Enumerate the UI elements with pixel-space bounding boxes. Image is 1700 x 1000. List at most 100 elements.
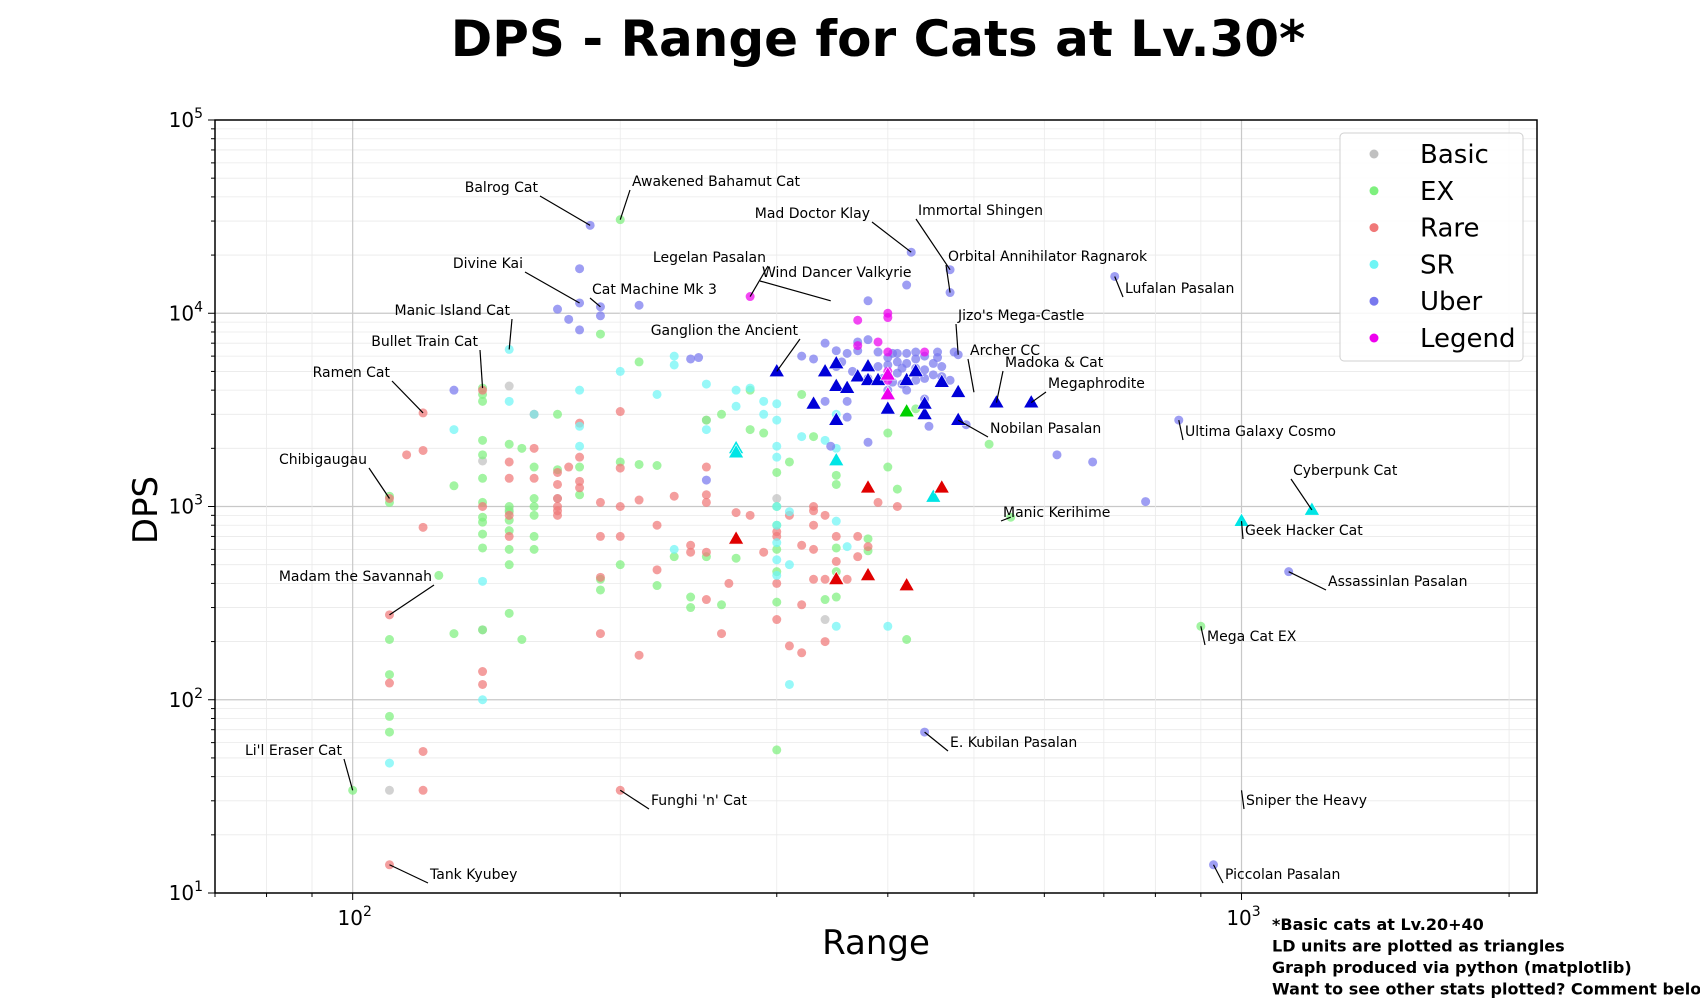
data-point-ex <box>517 443 527 453</box>
data-point-ex <box>892 484 902 494</box>
annotation-leader <box>343 758 354 791</box>
data-point-ex <box>772 467 782 477</box>
ld-triangle <box>828 377 845 392</box>
annotation-leader <box>1178 419 1184 441</box>
data-point-rare <box>686 547 696 557</box>
data-point-ex <box>478 473 488 483</box>
annotation-leader <box>539 195 591 226</box>
data-point-rare <box>553 479 563 489</box>
annotation-label: Sniper the Heavy <box>1246 793 1367 809</box>
data-point-legend <box>883 347 893 357</box>
annotation-label: Ramen Cat <box>313 365 391 381</box>
legend-marker <box>1369 333 1379 343</box>
data-point-ex <box>701 415 711 425</box>
data-point-rare <box>701 497 711 507</box>
ld-triangle <box>859 371 877 386</box>
data-point-rare <box>809 520 819 530</box>
annotation-label: Wind Dancer Valkyrie <box>762 265 912 281</box>
data-point-uber <box>701 475 711 485</box>
data-point-ex <box>449 629 459 639</box>
data-point-rare <box>772 615 782 625</box>
annotation-label: Ultima Galaxy Cosmo <box>1185 424 1336 440</box>
data-point-ex <box>529 494 539 504</box>
annotation-label: Awakened Bahamut Cat <box>632 174 801 190</box>
annotation-leader <box>1114 276 1124 298</box>
data-point-uber <box>873 347 883 357</box>
ld-triangle <box>933 373 950 388</box>
data-point-sr <box>784 507 794 517</box>
annotation-leader <box>1030 391 1047 404</box>
data-point-rare <box>701 462 711 472</box>
data-point-uber <box>1052 450 1062 460</box>
ld-triangle <box>859 357 877 373</box>
ld-triangle <box>805 395 822 410</box>
data-point-uber <box>842 348 852 358</box>
data-point-rare <box>724 578 734 588</box>
data-point-rare <box>820 510 830 520</box>
annotation-leader <box>759 280 831 302</box>
data-point-ex <box>384 711 394 721</box>
data-point-ex <box>478 396 488 406</box>
data-point-ex <box>634 357 644 367</box>
data-point-uber <box>924 421 934 431</box>
annotation-label: Nobilan Pasalan <box>990 421 1101 437</box>
data-point-uber <box>564 314 574 324</box>
data-point-rare <box>686 540 696 550</box>
data-point-rare <box>784 641 794 651</box>
data-point-ex <box>478 435 488 445</box>
axis-ticks: 101 102 103 104 105 102 103 <box>169 106 1510 930</box>
annotation-leader <box>389 864 429 884</box>
annotation-label: Jizo's Mega-Castle <box>957 308 1084 324</box>
y-axis-label: DPS <box>126 476 166 544</box>
data-point-ex <box>384 727 394 737</box>
data-point-rare <box>575 452 585 462</box>
data-point-uber <box>863 296 873 306</box>
annotation-leader <box>368 467 390 499</box>
data-point-ex <box>759 428 769 438</box>
data-point-uber <box>842 412 852 422</box>
data-point-uber <box>575 264 585 274</box>
ld-triangle <box>727 444 745 459</box>
data-point-sr <box>478 695 488 705</box>
data-point-rare <box>853 552 863 562</box>
x-tick-label: 103 <box>1226 904 1260 930</box>
data-point-ex <box>478 543 488 553</box>
data-point-ex <box>883 428 893 438</box>
data-point-rare <box>553 494 563 504</box>
legend-marker <box>1369 186 1379 196</box>
data-point-basic <box>384 785 394 795</box>
data-point-rare <box>701 490 711 500</box>
data-point-sr <box>784 679 794 689</box>
annotation-leader <box>995 370 1004 403</box>
data-point-uber <box>842 396 852 406</box>
data-point-sr <box>772 555 782 565</box>
data-point-uber <box>634 300 644 310</box>
data-point-ex <box>911 404 921 414</box>
data-point-uber <box>902 385 912 395</box>
data-point-rare <box>831 556 841 566</box>
data-point-rare <box>842 574 852 584</box>
ld-triangle <box>933 479 950 494</box>
data-point-rare <box>634 650 644 660</box>
data-point-sr <box>669 544 679 554</box>
legend-label: Rare <box>1420 214 1480 244</box>
data-point-uber <box>595 311 605 321</box>
data-point-ex <box>595 329 605 339</box>
y-tick-label: 105 <box>169 106 203 132</box>
annotation-leader <box>957 419 989 438</box>
data-point-sr <box>772 570 782 580</box>
data-point-ex <box>717 409 727 419</box>
x-tick-label: 102 <box>337 904 371 930</box>
data-point-rare <box>478 667 488 677</box>
data-point-rare <box>652 520 662 530</box>
data-point-rare <box>809 506 819 516</box>
data-point-ex <box>504 544 514 554</box>
data-point-uber <box>911 354 921 364</box>
annotation-leader <box>1200 626 1206 646</box>
data-point-ex <box>686 592 696 602</box>
data-point-ex <box>731 553 741 563</box>
ld-triangles <box>727 354 1321 592</box>
ld-triangle <box>950 383 967 398</box>
annotation-leader <box>955 323 959 355</box>
data-point-sr <box>504 396 514 406</box>
